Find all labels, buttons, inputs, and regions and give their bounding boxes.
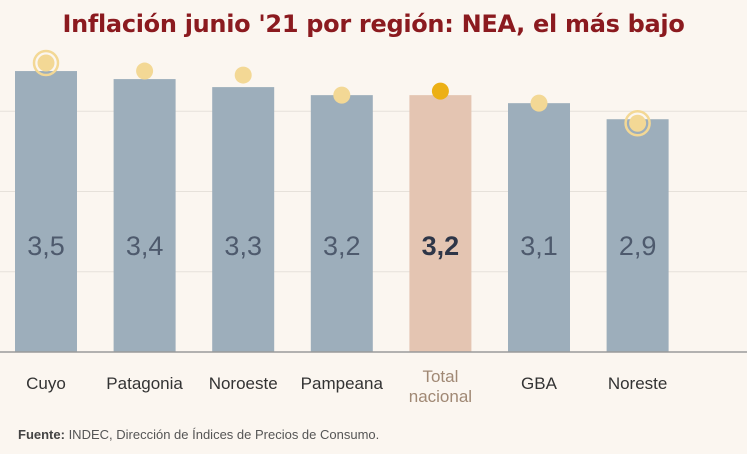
bar-3 <box>212 87 275 353</box>
marker-7 <box>629 114 647 132</box>
category-label-4: Pampeana <box>301 374 384 393</box>
value-label-1: 3,5 <box>27 231 65 261</box>
category-label-7: Noreste <box>608 374 668 393</box>
chart-title: Inflación junio '21 por región: NEA, el … <box>62 10 685 38</box>
marker-6 <box>530 94 548 112</box>
marker-1 <box>37 54 55 72</box>
bar-2 <box>113 79 176 352</box>
marker-2 <box>136 62 154 80</box>
value-label-6: 3,1 <box>520 231 558 261</box>
value-label-7: 2,9 <box>619 231 657 261</box>
bar-chart: 3,5 Cuyo 3,4 Patagonia 3,3 Noroeste 3,2 Pampean… <box>0 49 747 406</box>
source-note: Fuente: INDEC, Dirección de Índices de P… <box>18 427 379 442</box>
marker-ring-1 <box>32 49 60 77</box>
bar-5 <box>409 95 472 352</box>
category-label-1: Cuyo <box>26 374 66 393</box>
category-label-6: GBA <box>521 374 558 393</box>
marker-ring-7 <box>624 109 651 137</box>
value-label-2: 3,4 <box>126 231 164 261</box>
category-label-5-line-1: Total <box>422 367 458 386</box>
marker-3 <box>234 66 252 84</box>
value-label-4: 3,2 <box>323 231 361 261</box>
value-label-3: 3,3 <box>224 231 262 261</box>
category-label-2: Patagonia <box>106 374 183 393</box>
marker-5 <box>431 82 449 100</box>
value-label-5: 3,2 <box>422 231 460 261</box>
marker-4 <box>333 86 351 104</box>
bar-6 <box>508 103 570 352</box>
source-text: INDEC, Dirección de Índices de Precios d… <box>64 427 380 442</box>
category-label-5-line-2: nacional <box>409 387 472 406</box>
category-label-3: Noroeste <box>209 374 278 393</box>
bar-7 <box>606 119 669 352</box>
source-prefix: Fuente: <box>18 427 65 442</box>
bar-4 <box>310 95 373 352</box>
bar-1 <box>15 71 77 353</box>
